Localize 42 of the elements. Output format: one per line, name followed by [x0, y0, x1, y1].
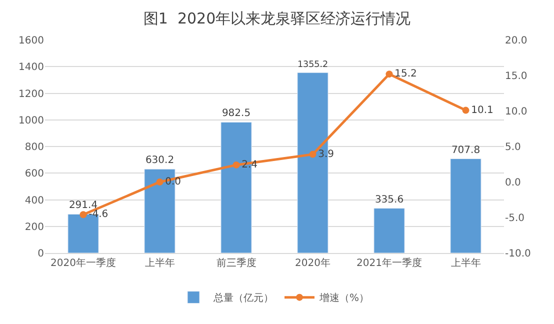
y2-tick-label: 10.0	[505, 106, 528, 118]
data-label: 982.5	[222, 108, 251, 120]
legend-label: 总量（亿元）	[212, 292, 274, 304]
y2-tick-label: 0.0	[505, 178, 521, 188]
x-tick-label: 上半年	[450, 257, 481, 269]
x-tick-label: 2020年	[295, 257, 330, 269]
x-tick-label: 2021年一季度	[356, 257, 422, 269]
y-tick-label: 1600	[18, 36, 44, 46]
data-label: 630.2	[145, 155, 174, 166]
y-tick-label: 800	[24, 142, 44, 153]
data-label: 15.2	[394, 68, 417, 80]
x-tick-label: 前三季度	[216, 257, 256, 269]
point	[386, 70, 393, 78]
y2-tick-label: 15.0	[505, 71, 528, 82]
data-label: 335.6	[374, 194, 404, 206]
y2-tick-label: -5.0	[505, 213, 525, 224]
point	[232, 161, 240, 168]
data-label: 10.1	[471, 104, 494, 116]
y2-tick-label: 5.0	[505, 142, 521, 153]
x-tick-label: 上半年	[144, 257, 175, 269]
y-tick-label: 1200	[18, 88, 44, 100]
y-tick-label: 0	[38, 248, 44, 260]
y-tick-label: 200	[24, 222, 44, 233]
legend-label: 增速（%）	[318, 292, 370, 304]
x-tick-label: 2020年一季度	[50, 257, 116, 269]
y-tick-label: 600	[24, 168, 44, 180]
data-label: -4.6	[88, 209, 108, 220]
data-label: 707.8	[451, 144, 480, 156]
chart-title: 图1 2020年以来龙泉驿区经济运行情况	[143, 9, 411, 28]
point	[80, 211, 87, 218]
point	[462, 106, 470, 114]
y-tick-label: 1000	[18, 115, 44, 126]
point	[156, 178, 164, 186]
bar	[374, 208, 405, 253]
bar	[450, 158, 482, 253]
y-tick-label: 400	[24, 195, 44, 206]
y2-tick-label: 20.0	[505, 36, 528, 46]
data-label: 1355.2	[297, 60, 328, 70]
y2-tick-label: -10.0	[505, 248, 531, 260]
point	[309, 150, 316, 158]
y-tick-label: 1400	[18, 62, 44, 74]
data-label: 2.4	[242, 159, 258, 170]
